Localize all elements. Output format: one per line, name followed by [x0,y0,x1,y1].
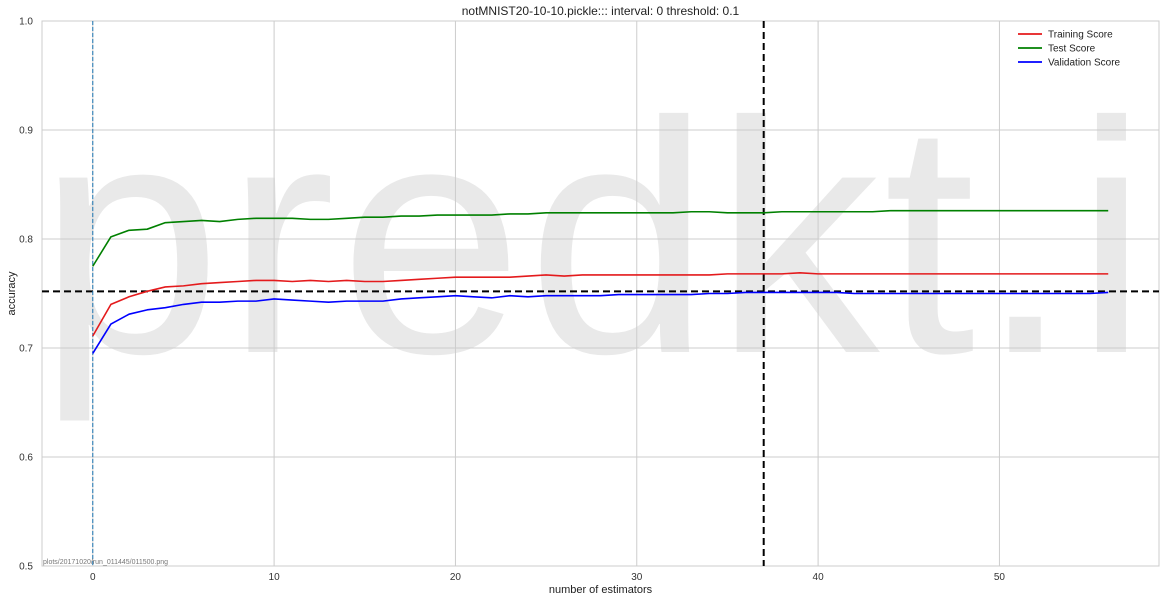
footnote: plots/20171020/run_011445/011500.png [43,559,168,566]
plot-frame [41,20,1160,567]
reference-lines [42,21,1159,566]
tick-labels: 0 10 20 30 40 50 0.5 0.6 0.7 0.8 0.9 1.0 [19,17,1005,584]
plot-border [41,20,1160,567]
y-axis-label: accuracy [6,271,18,316]
x-tick-label-3: 30 [631,572,643,583]
legend-label-test-score: Test Score [1048,44,1096,55]
y-tick-label-0: 0.5 [19,562,33,573]
x-tick-label-5: 50 [994,572,1006,583]
y-tick-label-2: 0.7 [19,344,33,355]
legend-label-training-score: Training Score [1048,30,1113,41]
x-tick-label-0: 0 [90,572,96,583]
legend: Training Score Test Score Validation Score [1018,30,1121,69]
x-axis-label: number of estimators [549,584,653,596]
legend-label-validation-score: Validation Score [1048,58,1121,69]
series-line-test-score [92,209,1109,267]
y-tick-label-5: 1.0 [19,17,33,28]
series-layer [92,209,1109,354]
y-tick-label-1: 0.6 [19,453,33,464]
chart-title: notMNIST20-10-10.pickle::: interval: 0 t… [462,4,740,18]
x-tick-label-4: 40 [813,572,825,583]
series-line-training-score [92,271,1109,337]
y-tick-label-4: 0.9 [19,126,33,137]
x-tick-label-2: 20 [450,572,462,583]
x-tick-label-1: 10 [269,572,281,583]
series-line-validation-score [92,291,1109,354]
y-tick-label-3: 0.8 [19,235,33,246]
